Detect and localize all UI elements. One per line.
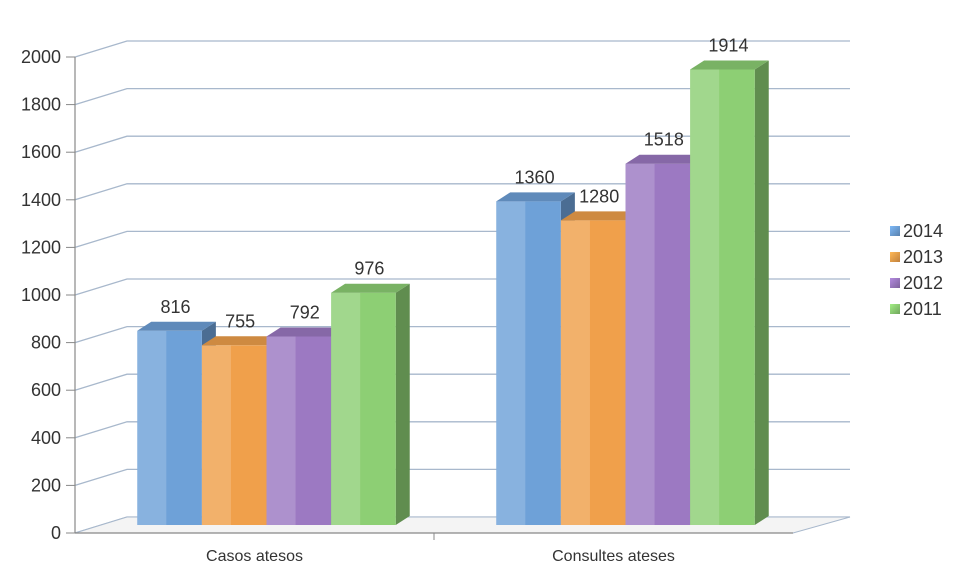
- bar-highlight: [690, 69, 720, 525]
- bar-highlight: [560, 220, 590, 526]
- data-label: 816: [161, 297, 191, 317]
- legend-label-2014: 2014: [903, 220, 944, 241]
- bar-top: [690, 60, 769, 70]
- bar-top: [331, 283, 410, 293]
- legend-swatch-2011: [890, 304, 900, 314]
- bar-front: [266, 336, 332, 525]
- x-tick-label: Consultes ateses: [552, 548, 675, 564]
- data-labels: 816 755 792 976 1360 1280 1518 1914: [161, 35, 749, 331]
- legend-item-2012: 2012: [890, 270, 956, 296]
- data-label: 1518: [644, 130, 684, 150]
- y-tick-label: 400: [31, 428, 61, 448]
- bar-top: [201, 336, 281, 346]
- data-label: 976: [354, 259, 384, 279]
- bar-2011-1: [690, 60, 769, 526]
- legend-label-2012: 2012: [903, 272, 944, 293]
- bar-2014-0: [137, 321, 216, 525]
- bar-front: [560, 220, 626, 526]
- data-label: 1280: [579, 186, 619, 206]
- bar-top: [137, 321, 216, 331]
- bar-front: [496, 201, 561, 525]
- y-tick-label: 600: [31, 380, 61, 400]
- y-tick-label: 1800: [21, 95, 61, 115]
- gridline: [74, 183, 850, 201]
- bar-highlight: [331, 292, 361, 525]
- bar-highlight: [201, 345, 231, 525]
- gridline: [74, 87, 850, 106]
- data-label: 792: [290, 303, 320, 323]
- bar-front: [690, 69, 755, 525]
- data-label: 1914: [708, 35, 748, 55]
- y-axis-tick-labels: 0 200 400 600 800 1000 1200 1400 1600 1800 2000: [21, 47, 75, 543]
- bar-side: [395, 283, 410, 525]
- x-axis-tick-labels: Casos atesos Consultes ateses: [206, 533, 675, 564]
- bar-highlight: [625, 163, 655, 525]
- legend-item-2014: 2014: [890, 218, 956, 244]
- bars: [137, 60, 769, 526]
- y-tick-label: 200: [31, 475, 61, 495]
- y-tick-label: 1600: [21, 142, 61, 162]
- legend-swatch-2014: [890, 226, 900, 236]
- bar-side: [754, 60, 769, 526]
- x-tick-label: Casos atesos: [206, 548, 303, 564]
- y-tick-label: 0: [51, 523, 61, 543]
- y-tick-label: 1400: [21, 190, 61, 210]
- bar-top: [625, 154, 705, 164]
- bar-front: [137, 330, 202, 525]
- bar-highlight: [266, 336, 296, 525]
- bar-top: [496, 192, 575, 202]
- bar-front: [201, 345, 267, 525]
- legend-swatch-2013: [890, 252, 900, 262]
- legend-item-2011: 2011: [890, 296, 956, 322]
- data-label: 755: [225, 311, 255, 331]
- data-label: 1360: [515, 167, 555, 187]
- bar-top: [560, 211, 640, 221]
- legend-label-2013: 2013: [903, 246, 944, 267]
- legend-item-2013: 2013: [890, 244, 956, 270]
- y-tick-label: 1200: [21, 237, 61, 257]
- gridline: [74, 135, 850, 153]
- gridline: [74, 40, 850, 58]
- bar-front: [331, 292, 396, 525]
- bar-highlight: [137, 330, 167, 525]
- legend: 2014 2013 2012 2011: [890, 218, 956, 322]
- bar-highlight: [496, 201, 526, 525]
- y-tick-label: 1000: [21, 285, 61, 305]
- legend-label-2011: 2011: [903, 298, 942, 319]
- bar-front: [625, 163, 691, 525]
- bar-top: [266, 327, 346, 337]
- bar-2011-0: [331, 283, 410, 525]
- y-tick-label: 800: [31, 333, 61, 353]
- y-tick-label: 2000: [21, 47, 61, 67]
- legend-swatch-2012: [890, 278, 900, 288]
